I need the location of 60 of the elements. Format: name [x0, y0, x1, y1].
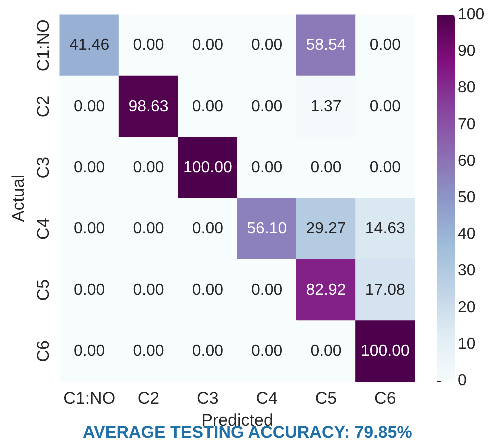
data-label: 0.00	[310, 342, 342, 360]
x-tick-label: C4	[256, 389, 278, 408]
data-label: 56.10	[247, 220, 288, 238]
color-bar-label: 40	[458, 226, 476, 244]
color-bar-label: 10	[458, 336, 476, 353]
color-bar-label: 80	[458, 80, 476, 97]
color-bar-label: 0	[458, 372, 467, 390]
color-bar-label: 70	[458, 116, 476, 134]
y-axis-title: Actual	[9, 174, 28, 222]
data-label: 0.00	[310, 159, 342, 176]
color-bar-label: 100	[458, 6, 485, 24]
data-label: 0.00	[74, 282, 106, 299]
data-label: 1.37	[310, 98, 342, 116]
y-tick-label: C3	[34, 157, 53, 179]
x-tick-label: C2	[138, 389, 160, 408]
data-label: 0.00	[252, 37, 283, 54]
data-label: 100.00	[183, 159, 232, 176]
data-label: 0.00	[192, 342, 224, 360]
data-label: 98.63	[128, 98, 169, 116]
data-label: 100.00	[360, 342, 410, 360]
y-tick-label: C6	[34, 340, 53, 362]
data-label: 0.00	[133, 282, 164, 299]
data-label: 0.00	[252, 342, 283, 360]
data-label: 0.00	[133, 159, 164, 176]
data-label: 0.00	[252, 98, 283, 116]
data-label: 29.27	[306, 220, 346, 238]
color-bar-label: 30	[458, 262, 476, 280]
x-tick-label: C3	[197, 389, 219, 408]
color-bar-label: 60	[458, 152, 476, 170]
data-label: 0.00	[252, 282, 283, 299]
data-label: 0.00	[370, 98, 402, 116]
data-label: 58.54	[306, 37, 346, 54]
data-label: 17.08	[365, 282, 406, 299]
data-label: 0.00	[370, 37, 402, 54]
data-label: 0.00	[192, 37, 224, 54]
data-label: 0.00	[192, 220, 224, 238]
data-label: 0.00	[252, 159, 283, 176]
y-tick-label: C1:NO	[34, 20, 53, 72]
data-label: 0.00	[192, 282, 224, 299]
data-label: 82.92	[306, 282, 346, 299]
data-label: 0.00	[74, 220, 106, 238]
color-bar-label: 90	[458, 43, 476, 60]
data-label: 0.00	[133, 220, 164, 238]
data-label: 0.00	[133, 37, 164, 54]
color-bar-label: 50	[458, 190, 476, 206]
data-label: 41.46	[70, 37, 110, 54]
data-label: 0.00	[74, 159, 106, 176]
data-label: 0.00	[74, 342, 106, 360]
y-tick-label: C4	[34, 218, 53, 240]
data-label: 0.00	[133, 342, 164, 360]
y-tick-label: C5	[34, 279, 53, 302]
x-tick-label: C6	[374, 389, 396, 408]
data-label: 0.00	[370, 159, 402, 176]
data-label: 0.00	[74, 98, 106, 116]
data-label: 0.00	[192, 98, 224, 116]
x-tick-label: C5	[315, 389, 338, 408]
data-label: 14.63	[365, 220, 406, 238]
y-tick-label: C2	[34, 96, 53, 118]
color-bar-label: 20	[458, 299, 476, 316]
x-tick-label: C1:NO	[64, 389, 116, 408]
